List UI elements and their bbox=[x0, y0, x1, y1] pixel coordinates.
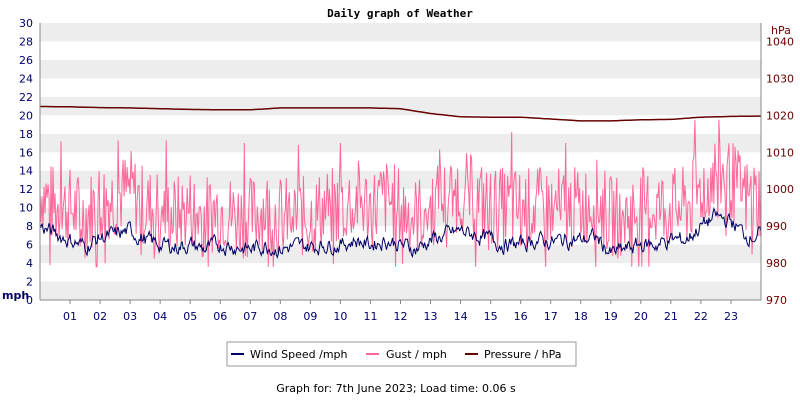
x-tick-label: 19 bbox=[604, 310, 618, 323]
left-tick-label: 10 bbox=[19, 202, 33, 215]
grid-band bbox=[40, 281, 761, 300]
legend-box bbox=[226, 341, 577, 367]
left-tick-label: 4 bbox=[26, 257, 33, 270]
x-tick-label: 03 bbox=[123, 310, 137, 323]
right-axis-unit: hPa bbox=[771, 24, 791, 37]
left-tick-label: 26 bbox=[19, 54, 33, 67]
right-tick-label: 1000 bbox=[766, 183, 794, 196]
right-tick-label: 1020 bbox=[766, 109, 794, 122]
x-tick-label: 05 bbox=[183, 310, 197, 323]
series-pressure-line bbox=[40, 105, 761, 122]
x-tick-label: 01 bbox=[63, 310, 77, 323]
left-tick-label: 12 bbox=[19, 183, 33, 196]
x-tick-label: 17 bbox=[544, 310, 558, 323]
left-tick-label: 8 bbox=[26, 220, 33, 233]
x-tick-label: 11 bbox=[363, 310, 377, 323]
legend-item-pressure-label: Pressure / hPa bbox=[484, 348, 562, 361]
x-tick-label: 23 bbox=[724, 310, 738, 323]
grid-band bbox=[40, 41, 761, 60]
right-tick-label: 990 bbox=[766, 220, 787, 233]
x-tick-label: 15 bbox=[484, 310, 498, 323]
grid-band bbox=[40, 170, 761, 190]
x-tick-label: 02 bbox=[93, 310, 107, 323]
right-tick-label: 1040 bbox=[766, 35, 794, 48]
left-tick-label: 24 bbox=[19, 72, 33, 85]
legend: Wind Speed /mph Gust / mph Pressure / hPa bbox=[226, 341, 577, 367]
grid-band bbox=[40, 152, 761, 171]
right-tick-label: 1010 bbox=[766, 146, 794, 159]
grid-band bbox=[40, 59, 761, 79]
x-tick-label: 21 bbox=[664, 310, 678, 323]
x-tick-label: 22 bbox=[694, 310, 708, 323]
grid-band bbox=[40, 189, 761, 208]
left-tick-label: 20 bbox=[19, 109, 33, 122]
legend-item-wind-label: Wind Speed /mph bbox=[250, 348, 348, 361]
legend-item-gust-label: Gust / mph bbox=[386, 348, 447, 361]
left-tick-label: 28 bbox=[19, 35, 33, 48]
tick-labels: 0246810121416182022242628309709809901000… bbox=[19, 17, 794, 323]
x-tick-label: 07 bbox=[243, 310, 257, 323]
grid-band bbox=[40, 244, 761, 264]
series-layer bbox=[39, 105, 762, 268]
series-wind-line bbox=[39, 206, 762, 259]
left-axis-unit: mph bbox=[2, 289, 29, 302]
x-tick-label: 10 bbox=[333, 310, 347, 323]
right-tick-label: 970 bbox=[766, 294, 787, 307]
left-tick-label: 2 bbox=[26, 276, 33, 289]
x-tick-label: 04 bbox=[153, 310, 167, 323]
footer-text: Graph for: 7th June 2023; Load time: 0.0… bbox=[276, 382, 516, 395]
left-tick-label: 22 bbox=[19, 91, 33, 104]
grid-band bbox=[40, 96, 761, 116]
left-tick-label: 18 bbox=[19, 128, 33, 141]
grid-band bbox=[40, 115, 761, 134]
grid-band bbox=[40, 263, 761, 282]
left-tick-label: 6 bbox=[26, 239, 33, 252]
left-tick-label: 0 bbox=[26, 294, 33, 307]
grid-bands bbox=[40, 23, 761, 300]
x-tick-label: 14 bbox=[454, 310, 468, 323]
x-tick-label: 12 bbox=[394, 310, 408, 323]
x-tick-label: 13 bbox=[424, 310, 438, 323]
left-tick-label: 14 bbox=[19, 165, 33, 178]
right-tick-label: 980 bbox=[766, 257, 787, 270]
x-tick-label: 16 bbox=[514, 310, 528, 323]
grid-band bbox=[40, 78, 761, 97]
grid-band bbox=[40, 23, 761, 42]
chart-title: Daily graph of Weather bbox=[327, 7, 473, 20]
left-tick-label: 16 bbox=[19, 146, 33, 159]
x-tick-label: 08 bbox=[273, 310, 287, 323]
series-gust-line bbox=[39, 119, 762, 268]
right-tick-label: 1030 bbox=[766, 72, 794, 85]
x-tick-label: 09 bbox=[303, 310, 317, 323]
grid-band bbox=[40, 133, 761, 153]
x-tick-label: 06 bbox=[213, 310, 227, 323]
x-tick-label: 18 bbox=[574, 310, 588, 323]
x-tick-label: 20 bbox=[634, 310, 648, 323]
left-tick-label: 30 bbox=[19, 17, 33, 30]
